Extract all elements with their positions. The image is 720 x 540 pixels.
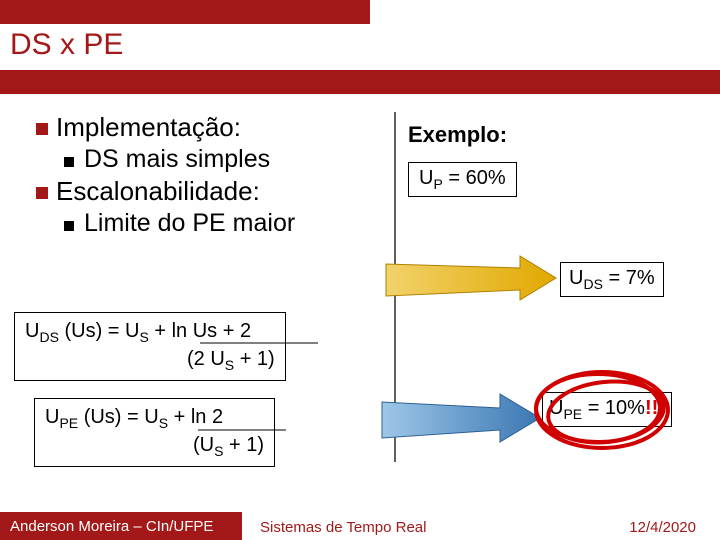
f1l2: (2 U	[187, 348, 225, 370]
up-value-box: UP = 60%	[408, 162, 517, 197]
f2c: + ln 2	[168, 406, 223, 428]
bullet-1-text: Implementação:	[56, 112, 241, 143]
f2as: PE	[59, 415, 78, 431]
upe-val: = 10%	[582, 397, 645, 419]
bullet-2-text: Escalonabilidade:	[56, 176, 260, 207]
f1l2s: S	[225, 357, 234, 373]
uds-sym: U	[569, 267, 583, 289]
footer-course: Sistemas de Tempo Real	[260, 519, 426, 536]
formula-upe-line2: (US + 1)	[45, 433, 264, 461]
formula-upe: UPE (Us) = US + ln 2 (US + 1)	[34, 398, 275, 467]
f1l2b: + 1)	[234, 348, 275, 370]
up-sub: P	[433, 176, 442, 192]
upe-sub: PE	[563, 406, 582, 422]
slide-title: DS x PE	[10, 28, 123, 62]
upe-excl: !!!	[645, 397, 665, 419]
arrow-blue-icon	[382, 394, 540, 442]
bullet-square-icon	[36, 187, 48, 199]
uds-val: = 7%	[603, 267, 655, 289]
footer-author: Anderson Moreira – CIn/UFPE	[0, 512, 242, 540]
subbullet-2-text: Limite do PE maior	[84, 209, 295, 238]
formula-upe-line1: UPE (Us) = US + ln 2	[45, 405, 264, 433]
arrow-yellow-icon	[386, 256, 556, 300]
f2bs: S	[159, 415, 168, 431]
example-label: Exemplo:	[408, 122, 507, 148]
bullet-1: Implementação:	[36, 112, 676, 143]
bullet-2: Escalonabilidade:	[36, 176, 676, 207]
f1b: (Us) = U	[59, 320, 140, 342]
uds-sub: DS	[583, 276, 602, 292]
f2b: (Us) = U	[78, 406, 159, 428]
divider-vertical	[394, 112, 396, 462]
f2l2: (U	[193, 434, 214, 456]
upe-sym: U	[549, 397, 563, 419]
f2a: U	[45, 406, 59, 428]
subbullet-1-text: DS mais simples	[84, 145, 270, 174]
bullet-content: Implementação: DS mais simples Escalonab…	[36, 112, 676, 240]
subbullet-square-icon	[64, 221, 74, 231]
up-sym: U	[419, 167, 433, 189]
formula-uds-line1: UDS (Us) = US + ln Us + 2	[25, 319, 275, 347]
uds-value-box: UDS = 7%	[560, 262, 664, 297]
subbullet-square-icon	[64, 157, 74, 167]
bullet-square-icon	[36, 123, 48, 135]
f1as: DS	[39, 329, 58, 345]
title-underline	[0, 70, 720, 94]
f1a: U	[25, 320, 39, 342]
subbullet-2: Limite do PE maior	[64, 209, 676, 238]
formula-uds: UDS (Us) = US + ln Us + 2 (2 US + 1)	[14, 312, 286, 381]
up-val: = 60%	[443, 167, 506, 189]
upe-value-box: UPE = 10%!!!	[542, 392, 672, 427]
subbullet-1: DS mais simples	[64, 145, 676, 174]
f1bs: S	[139, 329, 148, 345]
f1c: + ln Us + 2	[149, 320, 251, 342]
formula-uds-line2: (2 US + 1)	[25, 347, 275, 375]
footer-date: 12/4/2020	[629, 519, 696, 536]
f2l2b: + 1)	[223, 434, 264, 456]
top-accent-bar	[0, 0, 370, 24]
